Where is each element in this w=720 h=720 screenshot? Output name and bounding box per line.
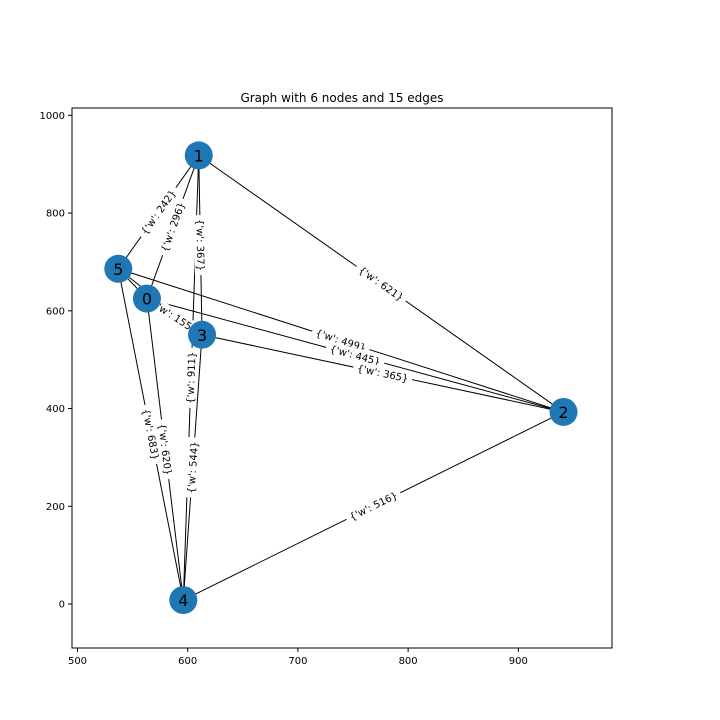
node-3: 3 xyxy=(188,320,217,349)
edge-label-background xyxy=(310,324,372,356)
x-tick-label: 900 xyxy=(509,656,528,667)
edge-labels-layer: {'w': 242}{'w': 296} {'w': 367}{'w': 621}… xyxy=(135,183,414,525)
edge-label-1-3: {'w': 367} xyxy=(193,214,208,276)
x-tick-label: 500 xyxy=(68,656,87,667)
node-label: 1 xyxy=(194,146,204,165)
node-label: 4 xyxy=(178,591,188,610)
y-tick-label: 600 xyxy=(46,306,65,317)
edge-label-background xyxy=(193,214,208,276)
edge-label-text: {'w': 911} xyxy=(186,352,199,404)
y-tick-label: 1000 xyxy=(40,111,65,122)
edge-label-background xyxy=(343,486,403,525)
node-label: 0 xyxy=(142,290,152,309)
node-circle xyxy=(132,284,161,313)
nodes-layer: 0 1 2 3 4 5 xyxy=(104,141,578,615)
node-circle xyxy=(549,397,578,426)
node-label: 3 xyxy=(197,326,207,345)
edge-label-background xyxy=(182,347,199,408)
y-axis: 0 200 400 600 800 1000 xyxy=(40,111,72,611)
edge-label-background xyxy=(353,260,410,306)
node-circle xyxy=(104,254,133,283)
axes-frame xyxy=(71,107,613,649)
y-tick-label: 800 xyxy=(46,209,65,220)
edge-label-3-4: {'w': 544} xyxy=(183,437,201,498)
chart-title: Graph with 6 nodes and 15 edges xyxy=(240,91,443,105)
node-2: 2 xyxy=(549,397,578,426)
edge-label-background xyxy=(156,196,189,258)
edge-label-text: {'w': 544} xyxy=(186,441,201,494)
edge-label-background xyxy=(183,437,201,498)
edge-label-background xyxy=(155,418,176,480)
edge-label-1-4: {'w': 911} xyxy=(182,347,199,408)
node-1: 1 xyxy=(184,141,213,170)
y-tick-label: 200 xyxy=(46,502,65,513)
node-label: 5 xyxy=(113,260,123,279)
node-circle xyxy=(184,141,213,170)
node-circle xyxy=(188,320,217,349)
x-axis: 500 600 700 800 900 xyxy=(68,648,528,667)
node-label: 2 xyxy=(558,403,568,422)
node-0: 0 xyxy=(132,284,161,313)
node-circle xyxy=(169,586,198,615)
x-tick-label: 700 xyxy=(288,656,307,667)
y-tick-label: 0 xyxy=(59,600,65,611)
node-5: 5 xyxy=(104,254,133,283)
edge-label-background xyxy=(324,340,387,369)
x-tick-label: 800 xyxy=(399,656,418,667)
y-tick-label: 400 xyxy=(46,404,65,415)
edge-label-text: {'w': 367} xyxy=(193,219,205,271)
node-4: 4 xyxy=(169,586,198,615)
edge-label-background xyxy=(135,183,181,241)
edge-label-background xyxy=(139,403,164,466)
edge-label-background xyxy=(146,294,204,339)
x-tick-label: 600 xyxy=(178,656,197,667)
edge-label-background xyxy=(352,360,414,386)
